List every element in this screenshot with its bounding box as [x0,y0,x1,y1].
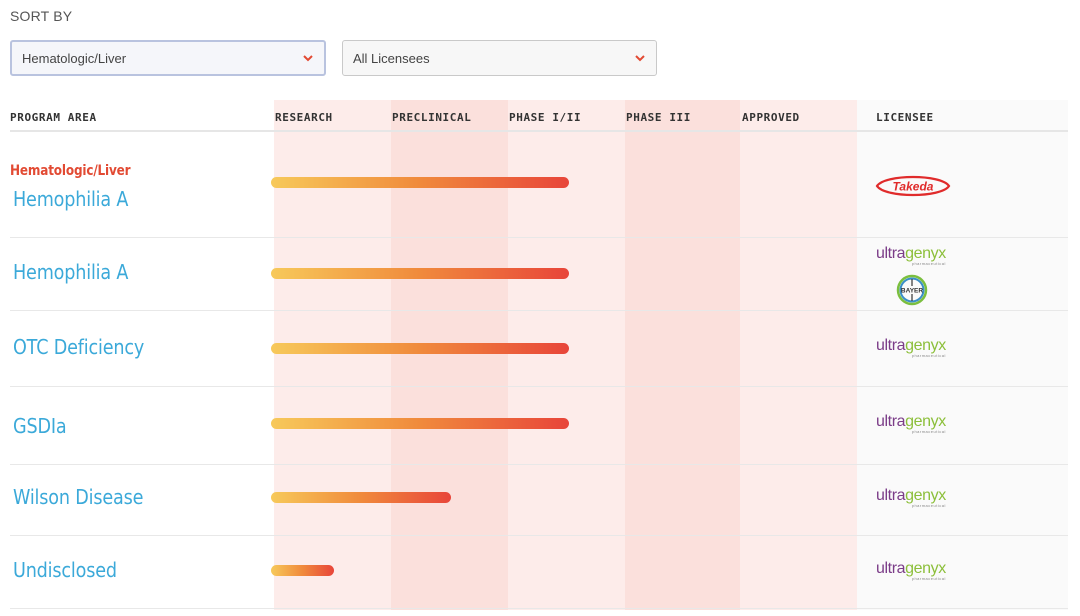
sort-by-label: SORT BY [10,8,73,24]
header-program-area: PROGRAM AREA [10,111,97,124]
takeda-logo: Takeda [875,172,951,205]
progress-bar [271,343,569,354]
takeda-logo-text: Takeda [893,180,934,194]
program-link[interactable]: Undisclosed [13,558,117,582]
row-divider [10,464,1068,465]
category-label: Hematologic/Liver [10,163,131,179]
program-link[interactable]: OTC Deficiency [13,335,145,359]
row-divider [10,310,1068,311]
program-link[interactable]: Wilson Disease [13,485,144,509]
approved-column [740,100,857,610]
progress-bar [271,177,569,188]
program-area-select-value: Hematologic/Liver [22,50,127,66]
chevron-down-icon [303,55,313,62]
ultragenyx-logo: ultragenyx pharmaceutical [876,487,946,508]
header-phase12: PHASE I/II [509,111,582,124]
takeda-logo-mark: Takeda [875,175,951,197]
row-divider [10,535,1068,536]
chevron-down-icon [635,55,645,62]
licensee-column [857,100,1068,610]
progress-bar [271,268,569,279]
progress-bar [271,565,334,576]
progress-bar [271,492,451,503]
program-column [10,100,274,610]
licensee-select-value: All Licensees [353,50,430,66]
bayer-logo: BAYER [896,274,928,311]
program-link[interactable]: GSDIa [13,414,67,438]
phase3-column [625,100,740,610]
header-preclinical: PRECLINICAL [392,111,472,124]
header-licensee: LICENSEE [876,111,934,124]
row-divider [10,237,1068,238]
program-area-select[interactable]: Hematologic/Liver [10,40,326,76]
progress-bar [271,418,569,429]
ultragenyx-logo: ultragenyx pharmaceutical [876,245,946,266]
program-link[interactable]: Hemophilia A [13,187,129,211]
row-divider [10,386,1068,387]
header-research: RESEARCH [275,111,333,124]
licensee-select[interactable]: All Licensees [342,40,657,76]
header-approved: APPROVED [742,111,800,124]
ultragenyx-logo: ultragenyx pharmaceutical [876,560,946,581]
ultragenyx-logo: ultragenyx pharmaceutical [876,413,946,434]
bayer-logo-text: BAYER [901,288,923,295]
row-divider [10,608,1068,609]
header-divider [10,130,1068,132]
header-phase3: PHASE III [626,111,692,124]
program-link[interactable]: Hemophilia A [13,260,129,284]
ultragenyx-logo: ultragenyx pharmaceutical [876,337,946,358]
